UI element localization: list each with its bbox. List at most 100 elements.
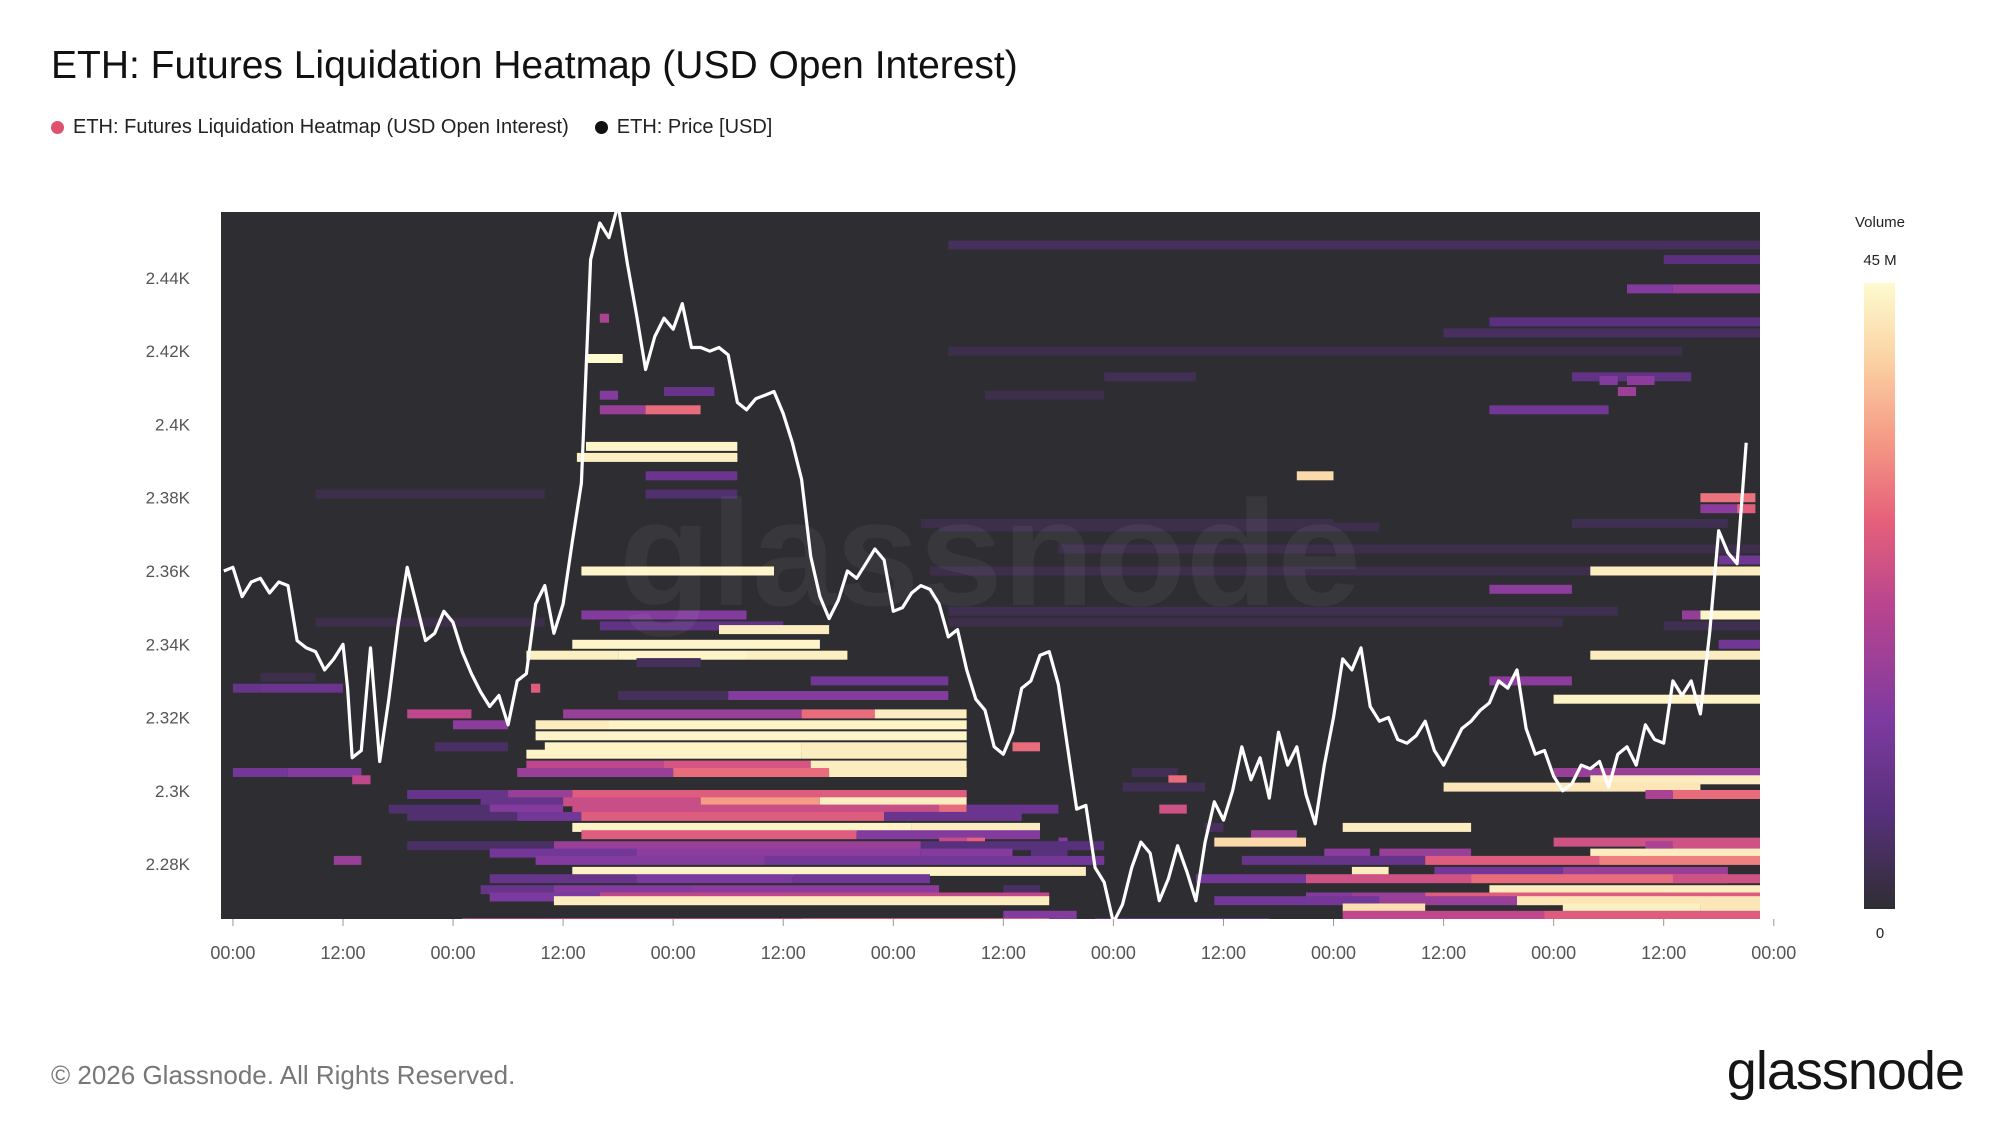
legend-item-heatmap[interactable]: ETH: Futures Liquidation Heatmap (USD Op… — [51, 116, 569, 139]
heatmap-cell — [636, 658, 701, 668]
heatmap-cell — [1040, 866, 1086, 876]
heatmap-cell — [1095, 918, 1270, 919]
heatmap-cell — [920, 848, 1013, 858]
heatmap-cell — [232, 768, 288, 777]
copyright-footer: © 2026 Glassnode. All Rights Reserved. — [51, 1060, 516, 1090]
heatmap-cell — [407, 811, 518, 821]
heatmap-cell — [1122, 782, 1206, 792]
heatmap-cell — [1342, 903, 1426, 913]
heatmap-cell — [1443, 328, 1760, 338]
heatmap-cell — [1627, 376, 1655, 385]
heatmap-cell — [1737, 504, 1756, 514]
heatmap-cell — [1003, 885, 1040, 895]
heatmap-cell — [581, 830, 857, 840]
heatmap-cell — [1049, 918, 1059, 919]
heatmap-cell — [260, 683, 343, 693]
heatmap-cell — [1003, 910, 1077, 919]
heatmap-cell — [719, 625, 830, 635]
heatmap-cell — [801, 749, 967, 759]
y-tick-label: 2.34K — [146, 635, 191, 654]
heatmap-cell — [1342, 822, 1472, 832]
heatmap-cell — [1718, 639, 1760, 649]
heatmap-cell — [1645, 841, 1673, 851]
heatmap-cell — [526, 650, 619, 660]
heatmap-cell — [1590, 775, 1760, 785]
heatmap-cell — [1700, 493, 1756, 503]
heatmap-cell — [856, 830, 1040, 840]
heatmap-cell — [553, 896, 1050, 906]
heatmap-cell — [1214, 837, 1306, 847]
heatmap-cell — [1553, 694, 1760, 704]
heatmap-cell — [531, 683, 541, 693]
heatmap-cell — [618, 691, 729, 700]
x-tick-label: 12:00 — [1641, 943, 1686, 963]
heatmap-cell — [586, 441, 738, 451]
y-tick-label: 2.28K — [146, 855, 191, 874]
y-tick-label: 2.3K — [155, 782, 191, 801]
legend-label-price: ETH: Price [USD] — [616, 116, 773, 138]
heatmap-cell — [572, 790, 967, 799]
heatmap-cell — [618, 650, 747, 660]
heatmap-cell — [920, 841, 1105, 851]
x-tick-label: 12:00 — [981, 943, 1026, 963]
x-tick-label: 00:00 — [1531, 943, 1576, 963]
heatmap-cell — [1296, 471, 1334, 481]
heatmap-cell — [1131, 768, 1178, 777]
heatmap-cell — [1379, 896, 1517, 906]
colorbar: Volume 45 M 0 — [1855, 214, 1905, 942]
heatmap-cell — [673, 768, 830, 777]
heatmap-cell — [1471, 874, 1728, 884]
heatmap-cell — [1700, 504, 1738, 514]
colorbar-max-label: 45 M — [1863, 252, 1896, 269]
heatmap-cell — [315, 489, 545, 499]
heatmap-cell — [819, 797, 967, 807]
heatmap-cell — [553, 918, 802, 919]
heatmap-cell — [1672, 790, 1760, 799]
heatmap-cell — [480, 797, 564, 807]
watermark: glassnode — [619, 469, 1361, 637]
price-line-layer — [223, 212, 1748, 919]
heatmap-cell — [801, 918, 1059, 919]
heatmap-cell — [1617, 387, 1637, 396]
x-tick-label: 00:00 — [431, 943, 476, 963]
heatmap-cell — [700, 797, 820, 807]
heatmap-cell — [1241, 855, 1426, 865]
heatmap-cell — [636, 874, 793, 884]
heatmap-cell — [1489, 584, 1572, 594]
heatmap-cell — [563, 797, 701, 807]
heatmap-cell — [1599, 855, 1760, 865]
heatmap-cell — [1682, 610, 1701, 620]
heatmap-cell — [1645, 790, 1673, 799]
heatmap-cell — [1324, 848, 1371, 858]
heatmap-cell — [1590, 566, 1760, 576]
heatmap-cell — [1627, 284, 1673, 294]
heatmap-cell — [1379, 848, 1472, 858]
heatmap-cell — [1590, 848, 1760, 858]
y-tick-label: 2.38K — [146, 489, 191, 508]
heatmap-cell — [1214, 896, 1380, 906]
heatmap-cell — [535, 731, 967, 741]
heatmap-cell — [1251, 830, 1297, 840]
heatmap-cell — [526, 760, 664, 770]
heatmap-cell — [948, 346, 1682, 356]
heatmap-cell — [801, 742, 967, 752]
x-tick-label: 00:00 — [1751, 943, 1796, 963]
heatmap-cell — [1205, 822, 1224, 832]
heatmap-cell — [645, 405, 701, 415]
x-tick-label: 12:00 — [1421, 943, 1466, 963]
heatmap-cell — [911, 822, 1040, 832]
heatmap-cell — [810, 676, 949, 686]
heatmap-cell — [434, 742, 509, 752]
heatmap-cell — [1489, 405, 1609, 415]
heatmap-cell — [581, 566, 774, 576]
x-axis: 00:00 12:00 00:00 12:00 00:00 12:00 00:00 12:00… — [210, 919, 1796, 963]
heatmap-cell — [645, 489, 738, 499]
legend-item-price[interactable]: ETH: Price [USD] — [594, 116, 773, 139]
x-tick-label: 00:00 — [871, 943, 916, 963]
heatmap-cell — [553, 841, 921, 851]
heatmap-cell — [517, 768, 674, 777]
heatmap-cell — [599, 313, 609, 323]
heatmap-cell — [489, 892, 600, 902]
heatmap-cells — [232, 240, 1760, 919]
